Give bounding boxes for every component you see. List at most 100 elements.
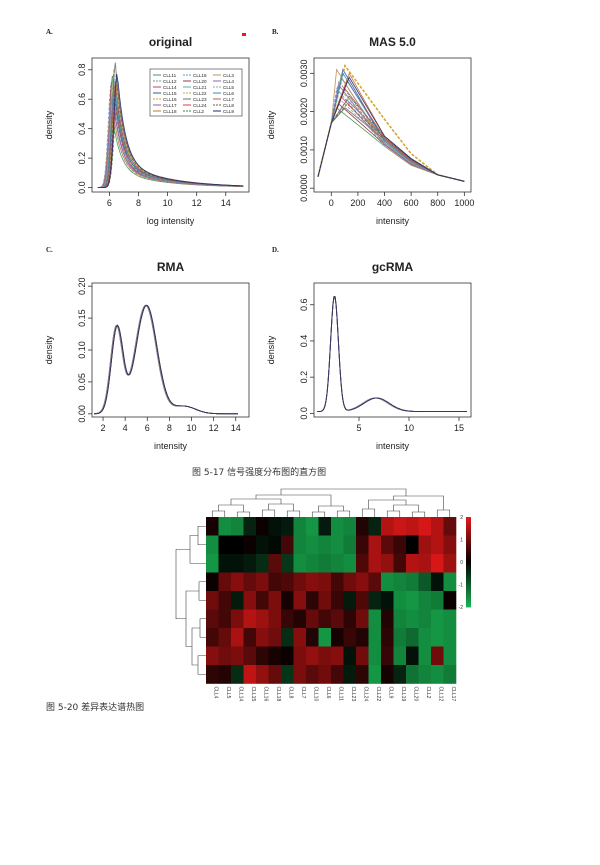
legend: CLL11CLL12CLL14CLL15CLL16CLL17CLL18CLL18… [149,68,243,117]
column-label: CLL23 [350,687,356,702]
scale-segment [466,600,471,603]
dendrogram-link [236,511,251,517]
heatmap-cell [418,517,432,536]
panel-a-letter: A. [46,28,53,36]
heatmap-cell [318,628,332,647]
heatmap-cell [218,591,232,610]
series-line [94,304,238,415]
heatmap-cell [268,628,282,647]
dendrogram-link [386,510,401,517]
x-tick-label: 2 [101,423,106,433]
column-label: CLL7 [300,687,306,699]
plot-frame [313,282,472,418]
scale-tick-label: 2 [460,515,463,521]
heatmap-cell [368,609,382,629]
heatmap-cell [331,609,344,629]
scale-segment [466,517,471,520]
heatmap-cell [381,572,394,592]
heatmap-cell [356,646,369,666]
series-line [317,95,465,182]
legend-label: CLL2 [193,109,204,114]
heatmap-cell [418,646,432,666]
series-line [317,296,467,413]
scale-tick-label: -1 [459,583,464,589]
series-line [97,74,244,189]
legend-label: CLL4 [223,79,234,84]
heatmap-cell [293,517,307,536]
x-tick-label: 200 [350,198,365,208]
dendrogram-link [175,549,190,620]
heatmap-cell [268,517,282,536]
column-label: CLL8 [287,687,293,699]
heatmap-cell [331,554,344,573]
heatmap-cell [356,665,369,684]
heatmap-cell [268,609,282,629]
column-label: CLL2 [425,687,431,699]
y-tick-label: 0.4 [299,335,309,348]
panel-b: MAS 5.0 0 200 400 600 800 1000 intensity 0.0000 0… [266,35,474,226]
heatmap-cell [418,572,432,592]
legend-label: CLL20 [193,79,207,84]
heatmap-cell [243,609,257,629]
column-label: CLL15 [250,687,256,702]
column-label: CLL9 [387,687,393,699]
heatmap-cell [268,665,282,684]
series-line [94,304,238,415]
y-axis-label: density [266,110,276,139]
heatmap-cell [431,554,444,573]
heatmap-cell [393,665,407,684]
series-line [317,79,465,182]
heatmap-cell [443,554,457,573]
heatmap-cell [393,646,407,666]
series-line [94,304,238,415]
heatmap-cell [368,517,382,536]
heatmap-cell [318,609,332,629]
dendrogram-link [393,495,444,510]
heatmap-cell [431,665,444,684]
heatmap-cell [206,535,219,555]
heatmap-cell [406,517,419,536]
series-line [94,304,238,415]
heatmap-cell [306,609,319,629]
heatmap-cell [393,572,407,592]
heatmap-cell [431,628,444,647]
column-label: CLL12 [437,687,443,702]
series-line [94,304,238,415]
y-tick-label: 0.05 [77,373,87,391]
legend-label: CLL9 [223,109,234,114]
scale-segment [466,571,471,574]
heatmap-cell [243,554,257,573]
density-plots: original 6 8 10 12 14 log intensity 0.0 0.2 0.4 0.… [44,35,474,451]
scale-segment [466,604,471,608]
heatmap-cell [206,554,219,573]
scale-segment [466,555,471,558]
series-line [94,304,238,415]
x-tick-label: 6 [145,423,150,433]
y-tick-label: 0.2 [299,371,309,384]
scale-segment [466,535,471,538]
heatmap-cell [418,628,432,647]
dendrogram-link [361,508,376,517]
heatmap-cell [443,628,457,647]
series-line [317,91,465,182]
scale-tick-label: 1 [460,538,463,544]
heatmap-cell [281,646,294,666]
heatmap-cell [443,665,457,684]
scale-segment [466,586,471,590]
dendrogram-link [199,618,206,638]
heatmap-cell [406,535,419,555]
heatmap-cell [243,572,257,592]
x-tick-label: 8 [136,198,141,208]
heatmap-cell [256,554,269,573]
heatmap-cell [381,591,394,610]
scale-segment [466,528,471,531]
y-tick-label: 0.4 [77,122,87,135]
heatmap-cell [381,628,394,647]
figure-5-20-caption: 图 5-20 差异表达谱热图 [46,703,145,713]
heatmap-cell [281,591,294,610]
scale-segment [466,575,471,579]
dendrogram-link [198,581,206,601]
scale-segment [466,580,471,583]
dendrogram-link [261,509,276,517]
heatmap-cell [431,646,444,666]
